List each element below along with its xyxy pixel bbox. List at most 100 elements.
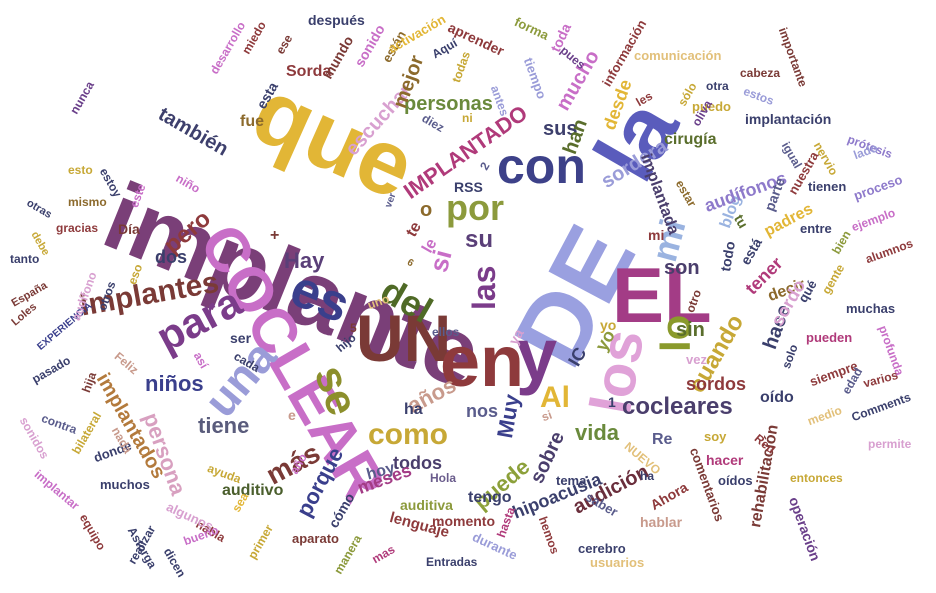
word: ha: [640, 469, 655, 483]
word: pueden: [806, 330, 853, 345]
word: también: [154, 103, 232, 161]
word: dicen: [160, 545, 189, 580]
word: operación: [785, 494, 824, 564]
word: ser: [230, 330, 252, 346]
word: mundo: [319, 33, 357, 82]
word: ese: [273, 32, 296, 57]
word: implantación: [745, 111, 832, 127]
word: su: [465, 226, 494, 253]
word: hacer: [706, 452, 744, 468]
word: hasta: [494, 505, 518, 540]
word: ellos: [432, 325, 460, 339]
word: varios: [861, 367, 900, 391]
word: aparato: [292, 531, 339, 546]
word: nunca: [67, 78, 97, 117]
word: Sorda: [286, 63, 332, 80]
word: Ahora: [647, 478, 691, 513]
word: usuarios: [590, 555, 645, 570]
word: yo: [600, 317, 617, 333]
word: tengo: [468, 489, 512, 506]
word: importante: [775, 25, 811, 89]
word: así: [190, 349, 212, 371]
word: por: [446, 187, 504, 228]
word: momento: [432, 513, 495, 529]
word: estos: [741, 84, 776, 108]
word: Feliz: [111, 349, 142, 378]
word: permite: [868, 437, 912, 451]
word: +: [270, 227, 280, 244]
word: cerebro: [578, 541, 626, 556]
word: muchos: [100, 477, 150, 492]
word: puedo: [692, 99, 731, 114]
word: Comments: [849, 389, 913, 425]
word: te: [403, 219, 425, 240]
word: ni: [462, 111, 473, 125]
word: Aquí: [429, 35, 460, 62]
word: con: [497, 138, 586, 194]
word: Día: [118, 221, 140, 237]
word: tiempo: [520, 55, 550, 101]
word: 2: [477, 159, 493, 173]
word: esto: [68, 163, 93, 177]
word: entonces: [790, 471, 843, 485]
word: gente: [819, 261, 848, 297]
word: ejemplo: [849, 205, 898, 235]
word: forma: [512, 14, 552, 43]
word: equipo: [76, 511, 109, 553]
word: e: [288, 407, 296, 423]
word: cirugía: [664, 131, 717, 148]
word: son: [664, 257, 700, 279]
word: Hola: [430, 471, 457, 485]
word: RSS: [454, 179, 483, 195]
word: está: [737, 235, 766, 268]
word: vez: [686, 352, 707, 367]
word: proceso: [851, 171, 905, 204]
word: alumnos: [863, 236, 915, 267]
word: Entradas: [426, 555, 478, 569]
word: oídos: [718, 473, 753, 488]
word: tiene: [198, 413, 250, 438]
word: tienen: [808, 179, 847, 194]
word: hemos: [535, 514, 563, 556]
word: Muy: [492, 392, 525, 440]
word: EL: [612, 251, 712, 339]
word: tanto: [10, 252, 40, 266]
word: gracias: [56, 221, 99, 235]
word: otras: [24, 197, 54, 221]
word: Hay: [284, 248, 325, 273]
word: niños: [145, 371, 204, 396]
word: muchas: [846, 301, 896, 316]
word: estar: [672, 177, 700, 210]
word: después: [308, 12, 365, 28]
word: 5: [350, 321, 357, 335]
word: en: [440, 322, 525, 402]
word: soy: [704, 429, 727, 444]
word: 6: [405, 257, 416, 270]
word: y: [516, 313, 558, 396]
word: Re: [652, 431, 673, 448]
word: vida: [575, 420, 620, 445]
word: cabeza: [740, 66, 781, 80]
word: ha: [404, 401, 423, 418]
word: oído: [760, 389, 794, 406]
word: implantar: [31, 467, 83, 513]
word: como: [368, 418, 449, 451]
word: UN: [356, 301, 452, 375]
word: dos: [155, 247, 188, 267]
word: fue: [240, 113, 264, 130]
word: pasado: [29, 353, 73, 387]
word: tema: [556, 473, 587, 488]
word: auditiva: [400, 497, 453, 513]
word: hija: [79, 370, 100, 395]
word: personas: [404, 93, 493, 115]
word: contra: [39, 411, 79, 437]
word: sus: [543, 118, 578, 140]
word: solo: [779, 342, 801, 371]
word: las: [466, 265, 502, 310]
word: algunos: [164, 499, 216, 534]
word: primer: [245, 522, 276, 562]
word: Al: [540, 381, 570, 414]
word: mas: [369, 542, 398, 567]
word: todas: [449, 49, 474, 85]
